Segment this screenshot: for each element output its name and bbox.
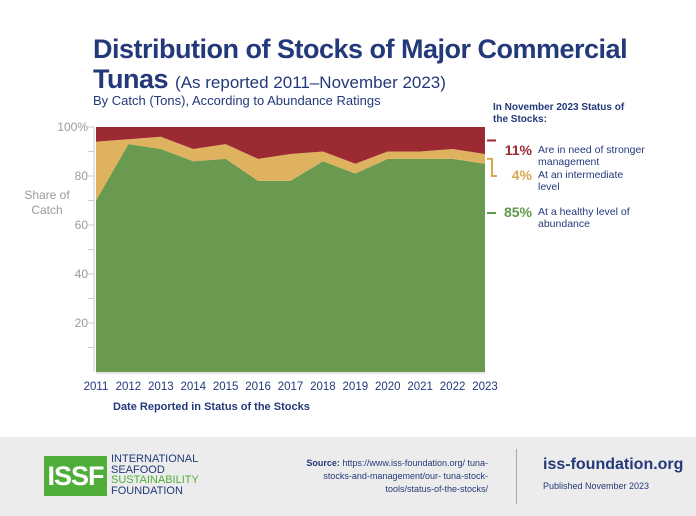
area-series-0 — [96, 144, 485, 372]
chart-subtitle: By Catch (Tons), According to Abundance … — [93, 93, 381, 108]
y-tick-label: 20 — [75, 316, 89, 330]
x-tick-label: 2014 — [180, 381, 206, 393]
x-axis-label: Date Reported in Status of the Stocks — [113, 401, 310, 413]
x-tick-label: 2012 — [116, 381, 142, 393]
legend-item-healthy: 85% At a healthy level of abundance — [503, 204, 630, 230]
y-axis-label: Share of Catch — [24, 188, 70, 217]
org-name: INTERNATIONAL SEAFOOD SUSTAINABILITY FOUND… — [111, 453, 199, 497]
x-tick-label: 2020 — [375, 381, 401, 393]
legend-connector-intermediate — [487, 157, 497, 177]
legend-item-need-management: 11% Are in need of stronger management — [504, 142, 645, 168]
x-tick-label: 2013 — [148, 381, 174, 393]
x-tick-label: 2019 — [343, 381, 369, 393]
stacked-area-chart: 20 40 60 80 100% 2011 2012 2013 2014 2015 2016 2017… — [57, 120, 498, 393]
y-tick-label: 40 — [75, 267, 89, 281]
website-link[interactable]: iss-foundation.org — [543, 456, 684, 473]
x-tick-label: 2022 — [440, 381, 466, 393]
chart-title: Distribution of Stocks of Major Commerci… — [93, 34, 628, 94]
legend-item-intermediate: 4% At an intermediate level — [511, 167, 624, 193]
y-tick-label: 80 — [75, 169, 89, 183]
divider — [516, 449, 517, 504]
footer: ISSF INTERNATIONAL SEAFOOD SUSTAINABILITY… — [0, 437, 696, 516]
legend-heading: In November 2023 Status of the Stocks: — [493, 102, 625, 125]
x-tick-label: 2023 — [472, 381, 498, 393]
y-tick-label: 60 — [75, 218, 89, 232]
x-tick-label: 2016 — [245, 381, 271, 393]
issf-logo: ISSF — [44, 456, 107, 496]
y-tick-label: 100% — [57, 120, 88, 134]
x-tick-label: 2021 — [407, 381, 433, 393]
area-series-2 — [96, 127, 485, 164]
x-tick-label: 2017 — [278, 381, 304, 393]
area-series-1 — [96, 136, 485, 201]
x-tick-label: 2011 — [84, 381, 109, 393]
x-tick-label: 2018 — [310, 381, 336, 393]
published-date: Published November 2023 — [543, 481, 650, 491]
source-link[interactable]: https://www.iss-foundation.org/ tuna-sto… — [323, 458, 488, 494]
source-note: Source: https://www.iss-foundation.org/ … — [306, 458, 488, 494]
chart-title-suffix: (As reported 2011–November 2023) — [175, 73, 446, 92]
x-tick-label: 2015 — [213, 381, 239, 393]
